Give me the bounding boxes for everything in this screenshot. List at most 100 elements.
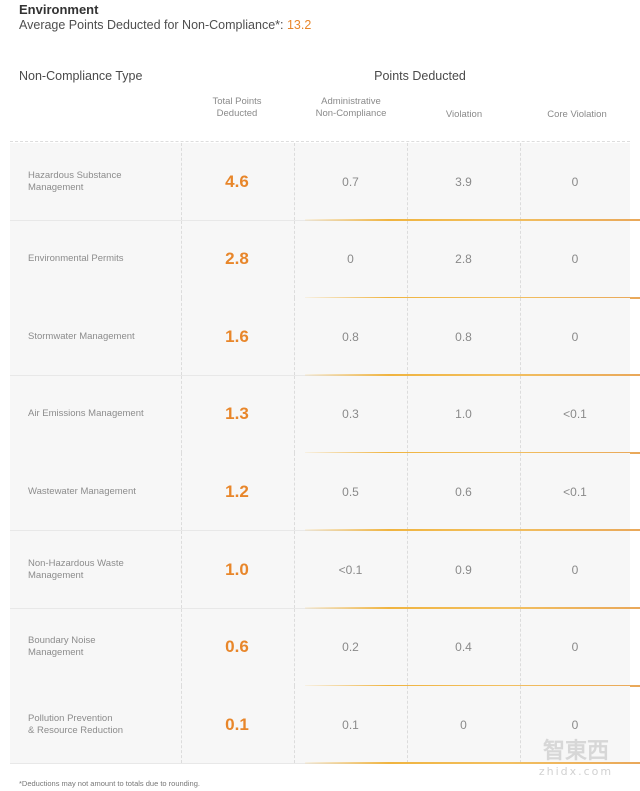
total-points-subheader-line1: Total Points [212,96,262,107]
type-line-1: Wastewater Management [28,485,136,497]
type-line-2: Management [28,647,84,659]
column-divider [294,375,295,453]
column-divider [407,686,408,764]
violation-cell: 0.4 [455,640,472,655]
row-accent-line [305,607,640,609]
core-violation-cell: 0 [571,174,579,189]
total-points-cell: 2.8 [225,249,249,269]
administrative-cell: <0.1 [338,562,363,577]
administrative-cell: 0.3 [342,407,359,422]
subtitle-label: Average Points Deducted for Non-Complian… [19,18,287,32]
column-divider [407,220,408,298]
total-points-cell: 4.6 [225,171,249,191]
type-line-2: Management [28,181,84,193]
core-violation-cell: 0 [571,252,579,267]
total-points-subheader: Total Points Deducted [181,96,293,120]
average-points-value: 13.2 [286,18,312,32]
zhidx-logo-watermark: 智東西 zhidx.com [539,738,613,778]
core-violation-cell: <0.1 [563,484,587,499]
row-accent-line [305,684,640,687]
section-title: Environment [19,2,99,17]
administrative-cell: 0.2 [342,640,359,655]
core-violation-cell: 0 [571,640,579,655]
non-compliance-type-cell: Hazardous Substance Management [28,143,178,220]
violation-cell: 0 [460,717,467,732]
type-line-2: Management [28,569,84,581]
watermark-domain: zhidx.com [539,765,613,778]
table-row: Hazardous Substance Management 4.6 0.7 3.9 0 [10,143,640,221]
administrative-subheader-line1: Administrative [321,96,381,107]
header-divider [10,141,630,142]
administrative-cell: 0.1 [342,717,359,732]
column-divider [181,608,182,686]
column-divider [520,375,521,453]
type-line-1: Environmental Permits [28,253,124,265]
violation-cell: 0.6 [455,484,472,499]
non-compliance-type-cell: Boundary Noise Management [28,609,178,686]
total-points-cell: 1.0 [225,559,249,579]
core-violation-cell: 0 [571,329,579,344]
row-accent-line [305,762,640,765]
column-divider [181,453,182,531]
column-divider [520,531,521,608]
total-points-cell: 1.2 [225,481,249,501]
column-divider [294,686,295,764]
table-row: Non-Hazardous Waste Management 1.0 <0.1 0.9 0 [10,531,640,609]
core-violation-subheader: Core Violation [547,109,607,120]
column-divider [520,686,521,764]
violation-cell: 1.0 [455,407,472,422]
column-divider [181,375,182,453]
non-compliance-type-header: Non-Compliance Type [19,69,143,83]
row-accent-line [305,451,640,454]
non-compliance-type-cell: Environmental Permits [28,221,178,298]
column-divider [181,298,182,376]
average-points-subtitle: Average Points Deducted for Non-Complian… [19,18,311,32]
total-points-cell: 0.1 [225,714,249,734]
violation-cell: 3.9 [455,174,472,189]
column-divider [407,608,408,686]
table-row: Stormwater Management 1.6 0.8 0.8 0 [10,298,640,377]
column-divider [520,143,521,220]
administrative-cell: 0.8 [342,329,359,344]
column-divider [294,220,295,298]
column-divider [407,143,408,220]
type-line-1: Hazardous Substance [28,169,122,181]
administrative-cell: 0.5 [342,484,359,499]
column-divider [181,531,182,608]
row-accent-line [305,529,640,532]
column-divider [294,531,295,608]
total-points-cell: 1.3 [225,404,249,424]
watermark-brand: 智東西 [543,738,609,764]
non-compliance-type-cell: Wastewater Management [28,453,178,530]
violation-cell: 2.8 [455,252,472,267]
column-divider [294,608,295,686]
table-row: Boundary Noise Management 0.6 0.2 0.4 0 [10,608,640,687]
type-line-2: & Resource Reduction [28,724,124,736]
core-violation-cell: <0.1 [563,407,587,422]
non-compliance-type-cell: Stormwater Management [28,298,178,375]
violation-subheader: Violation [445,109,483,120]
non-compliance-type-cell: Air Emissions Management [28,376,178,453]
column-divider [181,686,182,764]
total-points-subheader-line2: Deducted [216,108,258,119]
row-accent-line [305,374,640,377]
column-divider [407,375,408,453]
column-divider [407,298,408,376]
type-line-1: Boundary Noise [28,635,96,647]
column-divider [520,453,521,531]
column-divider [294,143,295,220]
total-points-cell: 0.6 [225,637,249,657]
type-line-1: Air Emissions Management [28,408,144,420]
row-accent-line [305,296,640,299]
points-deducted-header: Points Deducted [374,69,466,83]
column-divider [407,453,408,531]
row-accent-line [305,219,640,221]
column-divider [407,531,408,608]
non-compliance-type-cell: Pollution Prevention & Resource Reduction [28,686,178,763]
column-divider [520,298,521,376]
rounding-footnote: *Deductions may not amount to totals due… [19,779,200,788]
administrative-cell: 0.7 [342,174,359,189]
type-line-1: Non-Hazardous Waste [28,557,124,569]
administrative-cell: 0 [347,252,354,267]
table-row: Environmental Permits 2.8 0 2.8 0 [10,220,640,299]
